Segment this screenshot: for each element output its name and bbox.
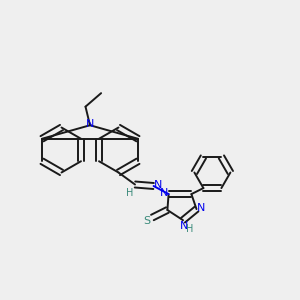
Text: H: H	[126, 188, 133, 198]
Text: N: N	[86, 119, 94, 129]
Text: S: S	[143, 215, 151, 226]
Text: H: H	[186, 224, 193, 234]
Text: N: N	[180, 221, 189, 231]
Text: N: N	[197, 202, 205, 213]
Text: N: N	[154, 179, 162, 190]
Text: N: N	[160, 188, 169, 198]
